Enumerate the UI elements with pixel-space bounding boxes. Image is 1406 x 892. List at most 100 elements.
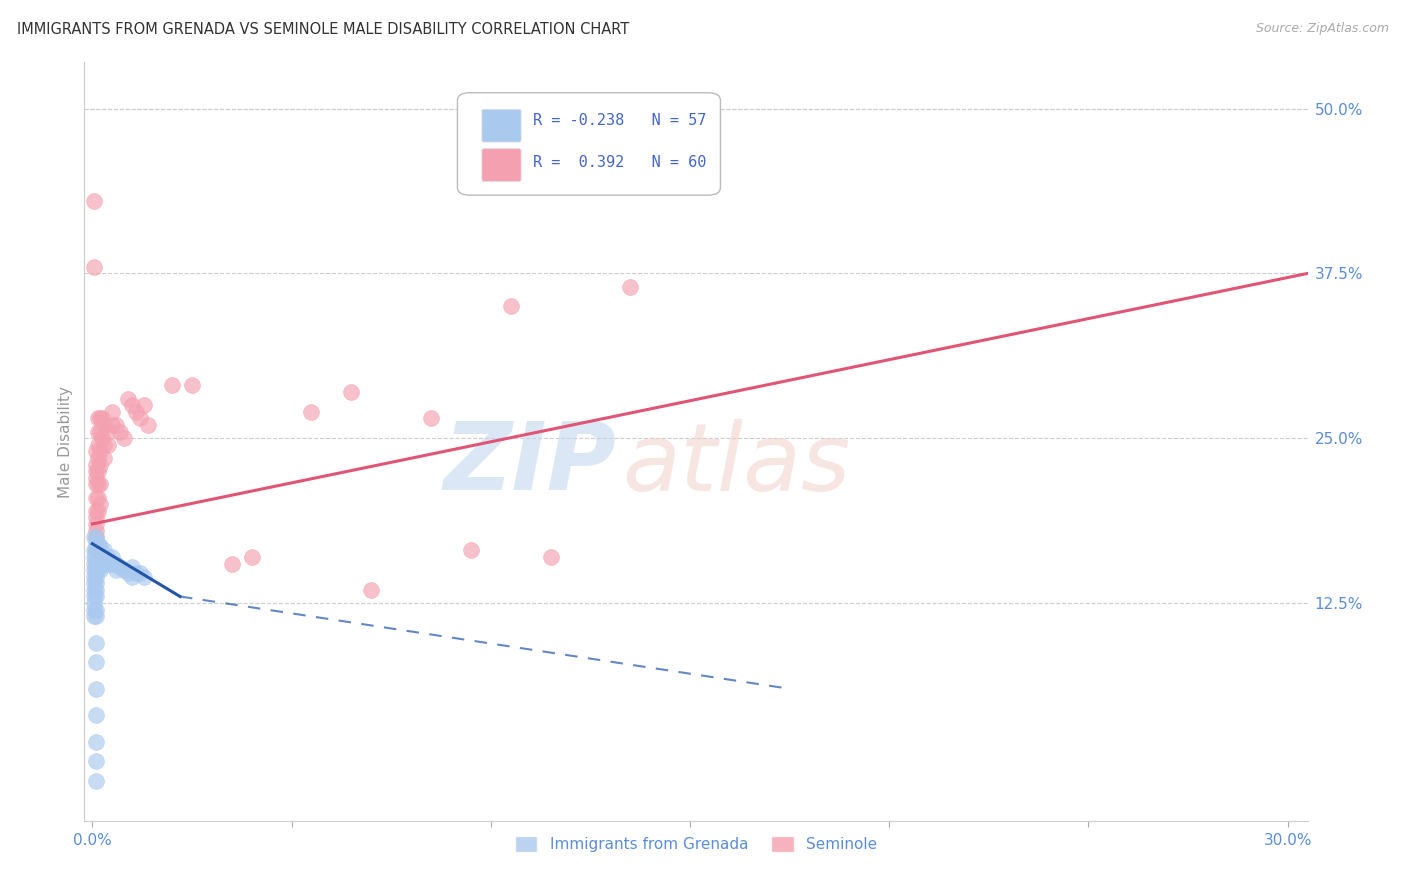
Point (86, 477, 108, 491)
Point (499, 299, 522, 313)
Point (89, 497, 111, 511)
Point (87, 464, 110, 478)
Point (93, 418, 115, 433)
Point (83, 576, 105, 591)
Point (129, 566, 152, 580)
Point (86, 471, 108, 485)
FancyBboxPatch shape (482, 110, 522, 142)
Point (97, 549, 120, 564)
Point (93, 549, 115, 564)
Point (240, 549, 263, 564)
Point (83, 557, 105, 571)
Point (117, 392, 139, 406)
Point (540, 549, 562, 564)
Point (86, 656, 108, 670)
Point (97, 425, 120, 439)
Point (136, 418, 159, 433)
Point (83, 609, 105, 624)
Point (121, 560, 143, 574)
Point (699, 154, 721, 169)
Point (86, 444, 108, 458)
Point (83, 530, 105, 544)
Point (91, 431, 114, 445)
Point (101, 549, 124, 564)
Point (89, 411, 111, 425)
Point (112, 563, 135, 577)
Point (91, 411, 114, 425)
Point (86, 582, 108, 597)
Point (360, 582, 382, 597)
Point (86, 609, 108, 624)
Point (83, 260, 105, 274)
Point (86, 464, 108, 478)
Point (101, 418, 124, 433)
Point (460, 543, 482, 558)
Point (125, 566, 148, 580)
Point (160, 378, 183, 392)
Point (86, 563, 108, 577)
Point (86, 635, 108, 649)
Point (86, 602, 108, 616)
Point (87, 477, 110, 491)
Point (112, 431, 135, 445)
Point (83, 563, 105, 577)
Point (221, 557, 243, 571)
Point (86, 543, 108, 558)
Point (86, 754, 108, 768)
Point (619, 279, 641, 293)
Point (89, 547, 111, 561)
Text: ZIP: ZIP (443, 418, 616, 510)
Point (87, 425, 110, 439)
Point (86, 557, 108, 571)
Point (340, 385, 363, 400)
Point (110, 560, 132, 574)
Point (121, 570, 143, 584)
Point (86, 774, 108, 789)
Point (87, 450, 110, 465)
Point (83, 590, 105, 604)
Point (87, 504, 110, 518)
Point (301, 405, 323, 419)
Point (86, 708, 108, 723)
Legend: Immigrants from Grenada, Seminole: Immigrants from Grenada, Seminole (509, 830, 883, 858)
Point (97, 438, 120, 452)
Point (87, 549, 110, 564)
Point (83, 543, 105, 558)
Point (89, 540, 111, 554)
FancyBboxPatch shape (482, 149, 522, 181)
Point (89, 444, 111, 458)
Point (105, 418, 128, 433)
Point (83, 549, 105, 564)
Point (105, 557, 128, 571)
Point (110, 425, 132, 439)
Point (121, 398, 143, 412)
Text: Source: ZipAtlas.com: Source: ZipAtlas.com (1256, 22, 1389, 36)
Point (83, 582, 105, 597)
Point (134, 570, 156, 584)
Point (86, 510, 108, 524)
Point (101, 557, 124, 571)
Point (83, 570, 105, 584)
Point (101, 405, 124, 419)
Point (83, 194, 105, 208)
Point (83, 596, 105, 610)
Point (125, 405, 148, 419)
Point (83, 602, 105, 616)
Point (89, 425, 111, 439)
Point (86, 543, 108, 558)
FancyBboxPatch shape (457, 93, 720, 195)
Point (129, 411, 152, 425)
Point (93, 543, 115, 558)
Point (86, 549, 108, 564)
Point (89, 477, 111, 491)
Point (93, 557, 115, 571)
Point (86, 734, 108, 748)
Point (86, 530, 108, 544)
Text: R =  0.392   N = 60: R = 0.392 N = 60 (533, 155, 707, 170)
Point (93, 450, 115, 465)
Point (86, 537, 108, 551)
Text: atlas: atlas (623, 418, 851, 510)
Point (86, 681, 108, 696)
Point (86, 491, 108, 505)
Text: IMMIGRANTS FROM GRENADA VS SEMINOLE MALE DISABILITY CORRELATION CHART: IMMIGRANTS FROM GRENADA VS SEMINOLE MALE… (17, 22, 628, 37)
